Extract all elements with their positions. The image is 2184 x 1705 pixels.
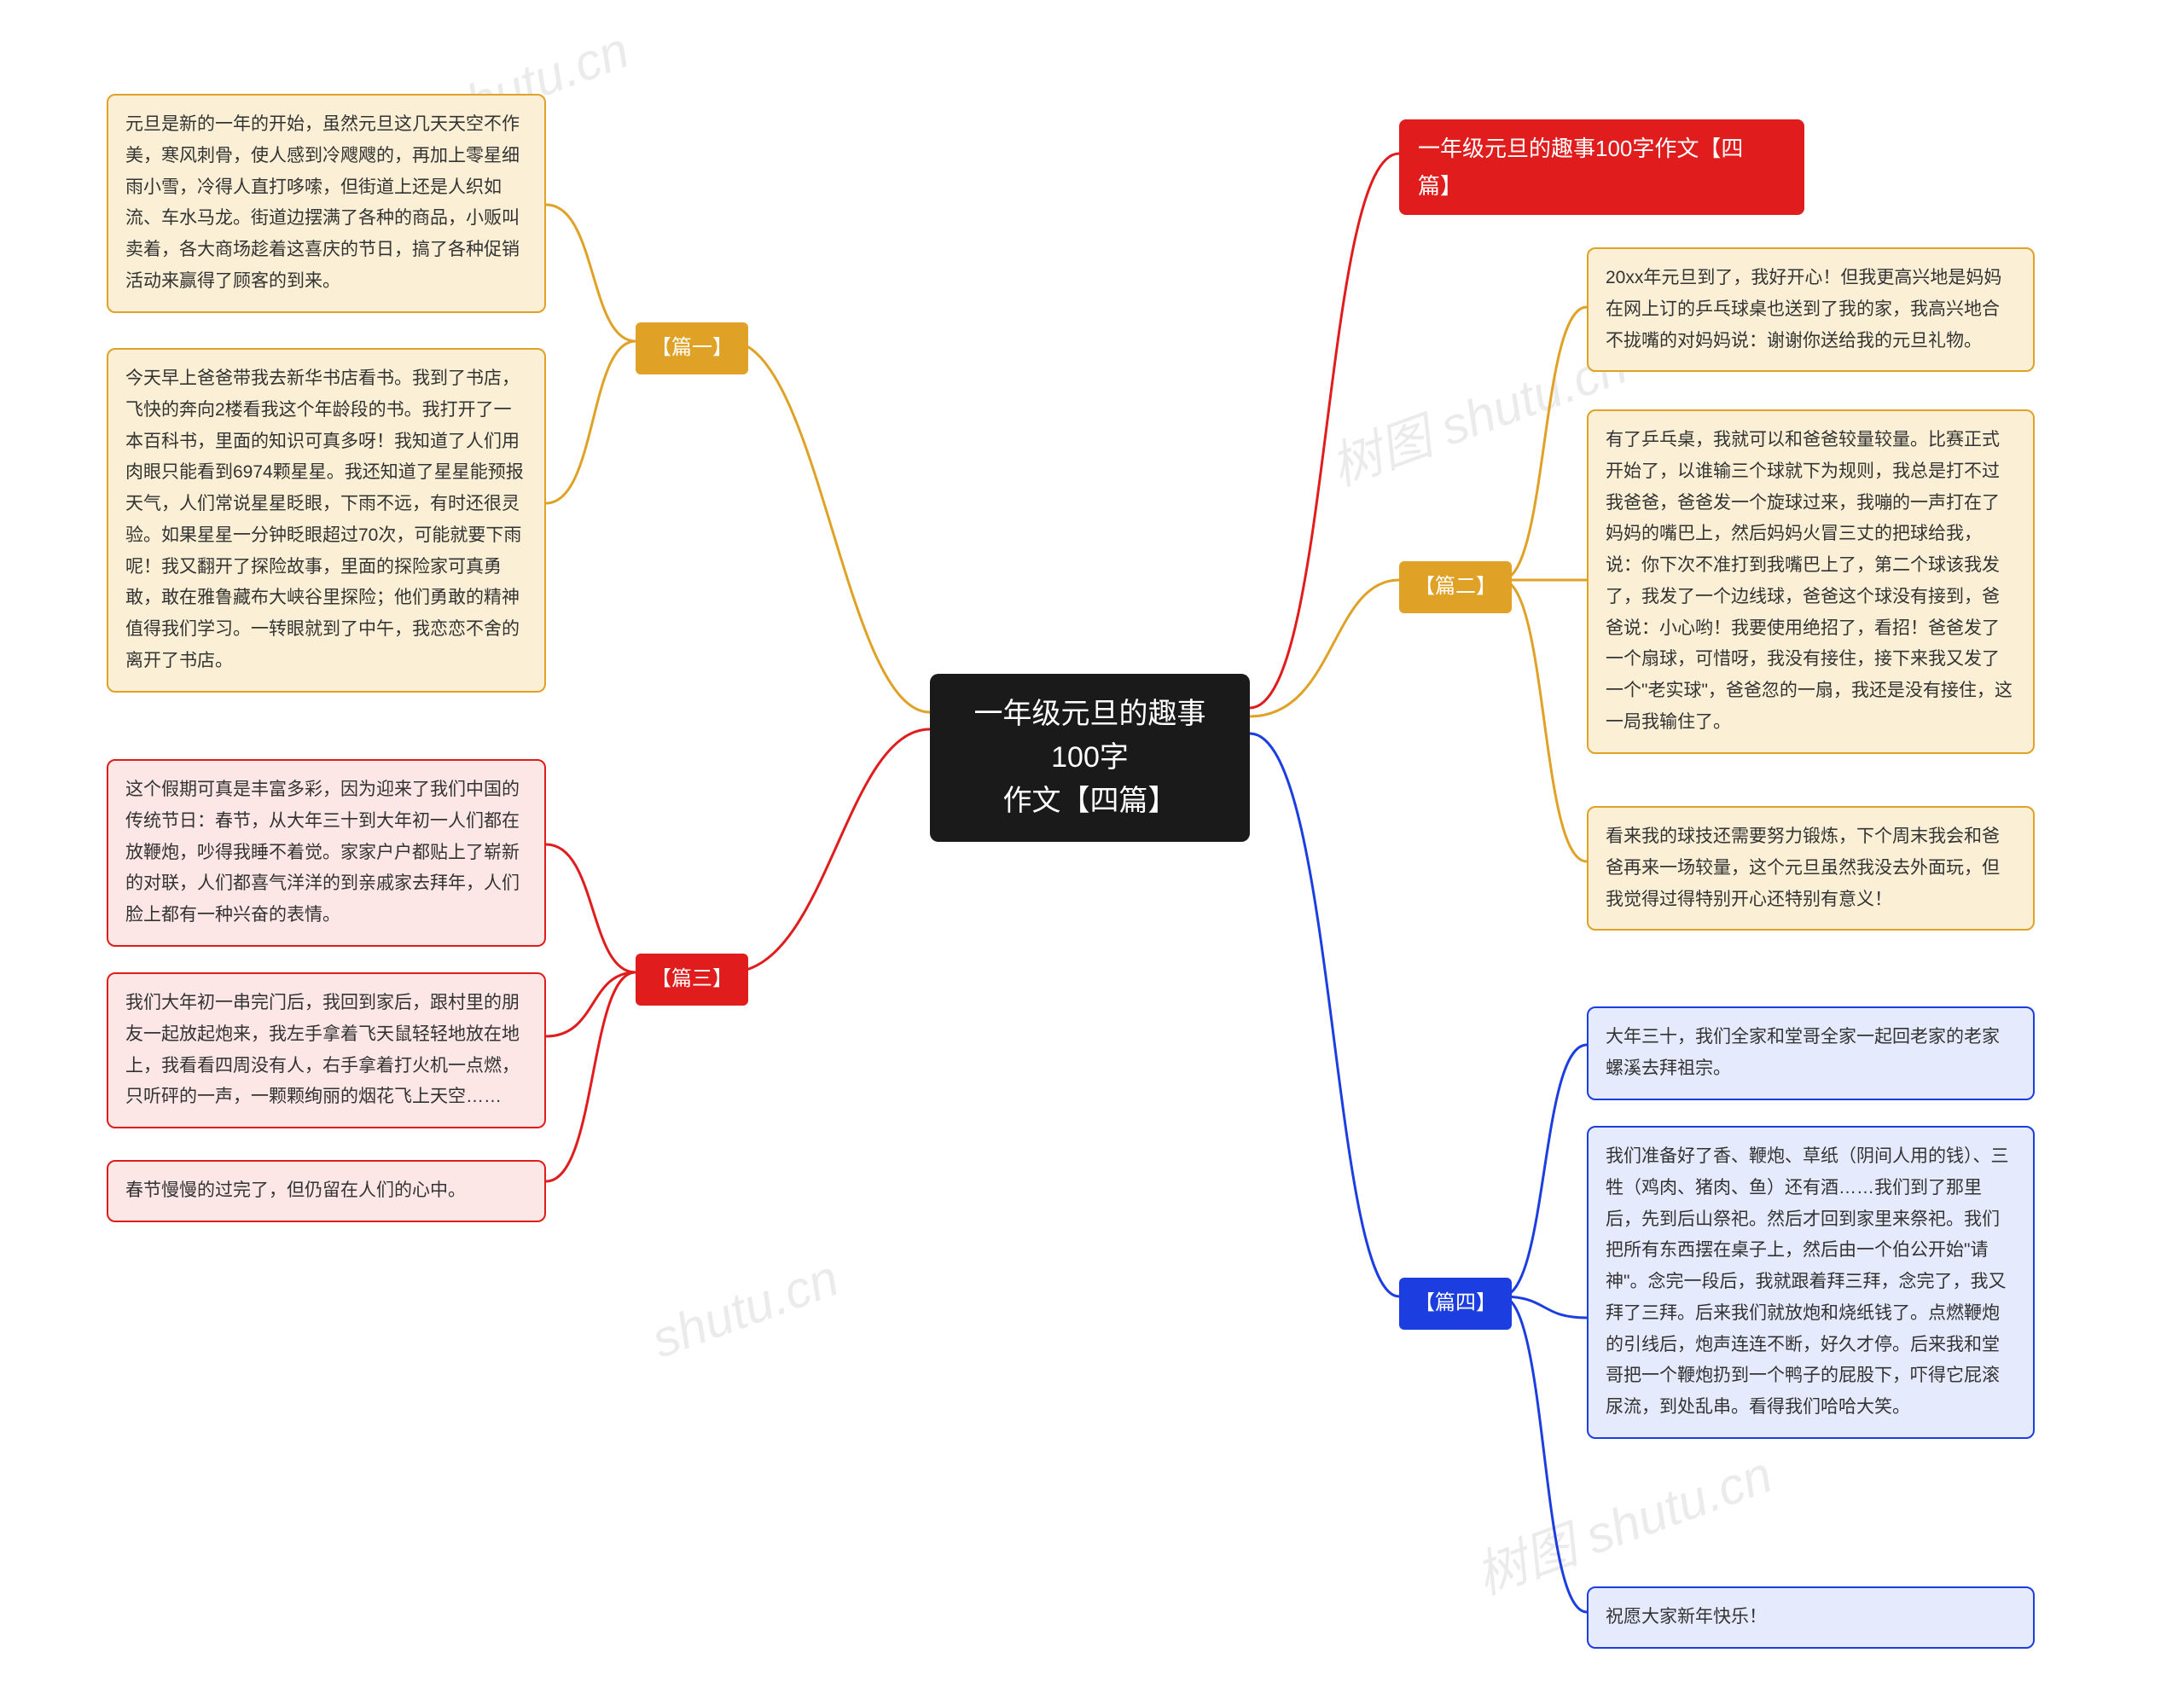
leaf-p3-1: 我们大年初一串完门后，我回到家后，跟村里的朋友一起放起炮来，我左手拿着飞天鼠轻轻… xyxy=(107,972,546,1128)
leaf-p3-2: 春节慢慢的过完了，但仍留在人们的心中。 xyxy=(107,1160,546,1222)
watermark: 树图 shutu.cn xyxy=(1464,1433,1780,1609)
leaf-p1-1: 今天早上爸爸带我去新华书店看书。我到了书店，飞快的奔向2楼看我这个年龄段的书。我… xyxy=(107,348,546,693)
branch-p2: 【篇二】 xyxy=(1399,561,1512,613)
leaf-p3-0: 这个假期可真是丰富多彩，因为迎来了我们中国的传统节日：春节，从大年三十到大年初一… xyxy=(107,759,546,947)
leaf-p4-0: 大年三十，我们全家和堂哥全家一起回老家的老家螺溪去拜祖宗。 xyxy=(1587,1006,2035,1100)
title-right: 一年级元旦的趣事100字作文【四篇】 xyxy=(1399,119,1804,215)
leaf-p2-0: 20xx年元旦到了，我好开心！但我更高兴地是妈妈在网上订的乒乓球桌也送到了我的家… xyxy=(1587,247,2035,372)
leaf-p2-2: 看来我的球技还需要努力锻炼，下个周末我会和爸爸再来一场较量，这个元旦虽然我没去外… xyxy=(1587,806,2035,931)
leaf-p2-1: 有了乒乓桌，我就可以和爸爸较量较量。比赛正式开始了，以谁输三个球就下为规则，我总… xyxy=(1587,409,2035,754)
branch-p4: 【篇四】 xyxy=(1399,1278,1512,1330)
branch-p1: 【篇一】 xyxy=(636,322,748,374)
leaf-p4-1: 我们准备好了香、鞭炮、草纸（阴间人用的钱）、三牲（鸡肉、猪肉、鱼）还有酒……我们… xyxy=(1587,1126,2035,1439)
branch-p3: 【篇三】 xyxy=(636,954,748,1006)
watermark: shutu.cn xyxy=(644,1248,846,1369)
leaf-p4-2: 祝愿大家新年快乐！ xyxy=(1587,1586,2035,1649)
center-node: 一年级元旦的趣事100字作文【四篇】 xyxy=(930,674,1250,842)
leaf-p1-0: 元旦是新的一年的开始，虽然元旦这几天天空不作美，寒风刺骨，使人感到冷飕飕的，再加… xyxy=(107,94,546,313)
